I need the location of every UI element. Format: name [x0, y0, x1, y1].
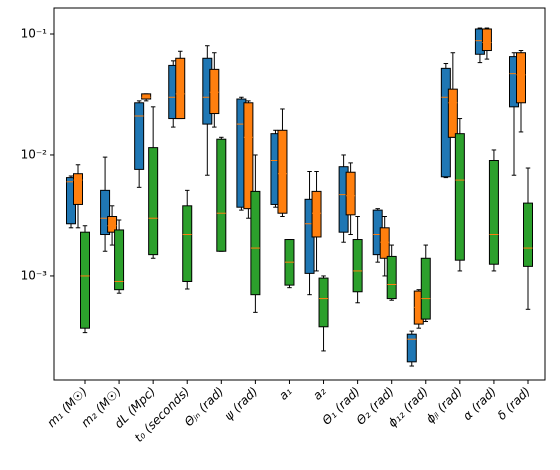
x-tick-label: a₂ [310, 384, 329, 403]
box [523, 202, 533, 267]
box [73, 173, 83, 205]
box [182, 205, 193, 282]
box [488, 160, 499, 265]
box [243, 102, 254, 210]
box [175, 57, 186, 120]
box [345, 171, 356, 216]
box [100, 189, 111, 236]
box [209, 68, 220, 115]
y-tick-label: 10⁻³ [21, 268, 48, 282]
x-tick-label: a₁ [276, 384, 295, 403]
box [114, 229, 125, 291]
box [107, 216, 118, 233]
box [352, 239, 363, 293]
x-tick-label: ψ (rad) [222, 384, 261, 423]
box [216, 138, 227, 252]
box [447, 88, 458, 138]
axes-frame [53, 7, 546, 381]
box [318, 277, 329, 328]
box [516, 52, 526, 104]
box [250, 190, 261, 296]
box [148, 147, 159, 256]
box [134, 102, 145, 170]
box [454, 133, 465, 261]
box [141, 93, 152, 100]
box [406, 333, 417, 363]
box [277, 129, 288, 214]
box [379, 227, 390, 259]
box [420, 257, 431, 320]
box [80, 231, 90, 329]
y-tick-label: 10⁻¹ [21, 26, 48, 40]
y-tick-label: 10⁻² [21, 147, 48, 161]
x-tick-label: α (rad) [460, 384, 499, 423]
box [386, 255, 397, 300]
box [481, 28, 492, 52]
x-tick-label: ϕⱼₗ (rad) [423, 384, 465, 426]
x-tick-label: δ (rad) [495, 384, 533, 422]
box [311, 190, 322, 238]
